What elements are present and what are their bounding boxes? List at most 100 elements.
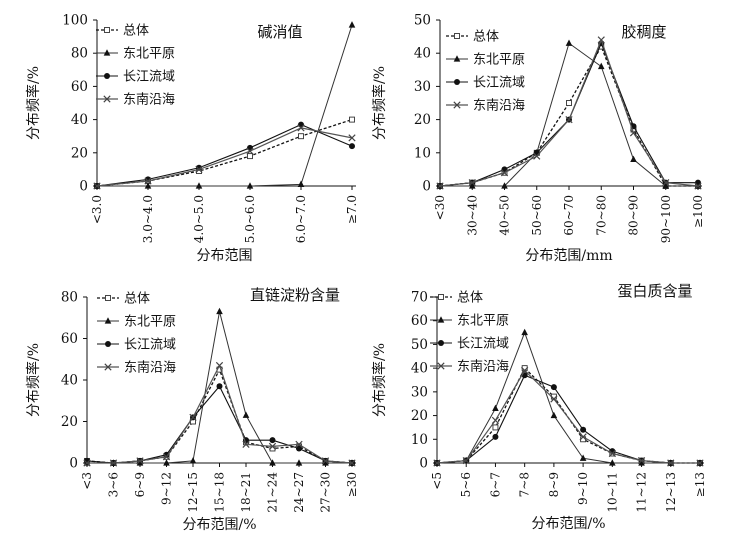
data-point [83,459,91,467]
data-point [662,179,670,187]
legend-entry: 东北平原 [124,315,176,330]
y-axis-label: 分布频率/% [25,66,42,140]
data-point [597,36,605,44]
x-tick-label: ≥7.0 [345,195,359,224]
x-tick-label: 30~40 [465,195,479,236]
x-tick-label: 6~9 [133,472,147,497]
data-point [195,182,203,189]
y-tick-label: 20 [411,408,428,424]
legend-entry: 总体 [124,292,150,307]
data-point [216,383,223,390]
data-point [189,457,197,464]
y-axis-label: 分布频率/% [25,343,42,417]
legend-marker [438,340,444,346]
data-point [501,182,508,189]
data-point [565,39,573,46]
legend-entry: 长江流域 [473,76,525,91]
x-tick-label: 60~70 [562,195,576,236]
x-tick-label: <3 [80,472,94,490]
x-tick-label: 4.0~5.0 [192,195,206,243]
x-tick-label: 9~12 [160,472,174,505]
x-tick-label: 50~60 [530,195,544,236]
y-tick-label: 0 [69,456,78,472]
legend-marker [103,95,111,103]
data-point [566,100,572,106]
x-tick-label: 5.0~6.0 [243,195,257,243]
legend-marker [453,101,461,109]
data-point [321,457,330,465]
data-point [695,179,701,186]
y-tick-label: 40 [414,46,431,62]
data-point [348,459,356,467]
legend-marker [104,317,112,324]
y-axis-label: 分布频率/% [371,66,388,140]
x-tick-label: 80~90 [627,195,641,236]
x-tick-label: 9~10 [576,472,590,505]
y-tick-label: 80 [61,290,78,306]
data-point [268,442,277,451]
x-tick-label: <5 [430,472,444,490]
legend-entry: 东南沿海 [473,98,525,114]
data-point [468,179,476,187]
x-tick-label: 11~12 [635,472,649,513]
x-axis-label: 分布范围/% [531,515,605,532]
data-point [242,440,250,448]
x-tick-label: 12~13 [664,472,678,513]
legend-marker [104,363,112,371]
y-tick-label: 20 [71,145,88,161]
x-tick-label: ≥100 [691,195,705,228]
x-tick-label: 7~8 [518,472,532,497]
data-point [189,413,197,421]
x-tick-label: 12~15 [186,472,200,513]
legend-entry: 长江流域 [457,337,509,352]
y-tick-label: 60 [411,313,428,329]
legend-entry: 总体 [123,24,149,39]
legend-entry: 总体 [473,30,499,45]
legend-marker [454,79,460,85]
y-tick-label: 100 [62,13,88,29]
x-axis-label: 分布范围/mm [525,247,612,264]
data-point [492,433,499,440]
x-tick-label: 5~6 [459,472,473,497]
legend-entry: 长江流域 [124,338,176,353]
legend-marker [437,316,445,323]
chart-panel-2: 0 10 20 30 40 50 <30 30~40 40~50 50~60 60~70 70~80 8… [371,13,705,265]
data-point [215,361,224,370]
data-point [162,453,171,461]
chart-title: 胶稠度 [621,23,666,41]
legend-entry: 总体 [457,291,483,306]
series-line-2 [97,24,353,187]
data-point [297,124,305,132]
x-tick-label: 6.0~7.0 [294,195,308,243]
series-line-4 [96,127,353,187]
series-line-2 [436,332,700,464]
y-tick-label: 10 [414,145,431,161]
chart-panel-3: 0 20 40 60 80 <3 3~6 6~9 9~12 12~15 15~18 18~21 21~2… [25,286,359,533]
data-point [462,457,470,465]
data-point [492,424,499,431]
data-point [667,459,675,467]
legend-entry: 东北平原 [473,53,525,68]
data-point [580,426,587,433]
data-point [550,411,558,419]
y-tick-label: 20 [414,112,431,128]
y-tick-label: 50 [411,337,428,353]
data-point [533,152,541,160]
legend-entry: 东南沿海 [123,92,175,108]
x-tick-label: 21~24 [266,472,280,513]
legend-marker [453,55,461,62]
x-tick-label: 8~9 [547,472,561,497]
x-tick-label: 18~21 [239,472,253,513]
x-tick-label: <30 [433,195,447,220]
data-point [163,451,170,458]
legend-marker [105,341,111,347]
legend-marker [105,295,111,301]
series-line-4 [87,364,353,464]
legend-marker [438,294,444,300]
data-point [144,177,152,185]
data-point [136,457,144,465]
